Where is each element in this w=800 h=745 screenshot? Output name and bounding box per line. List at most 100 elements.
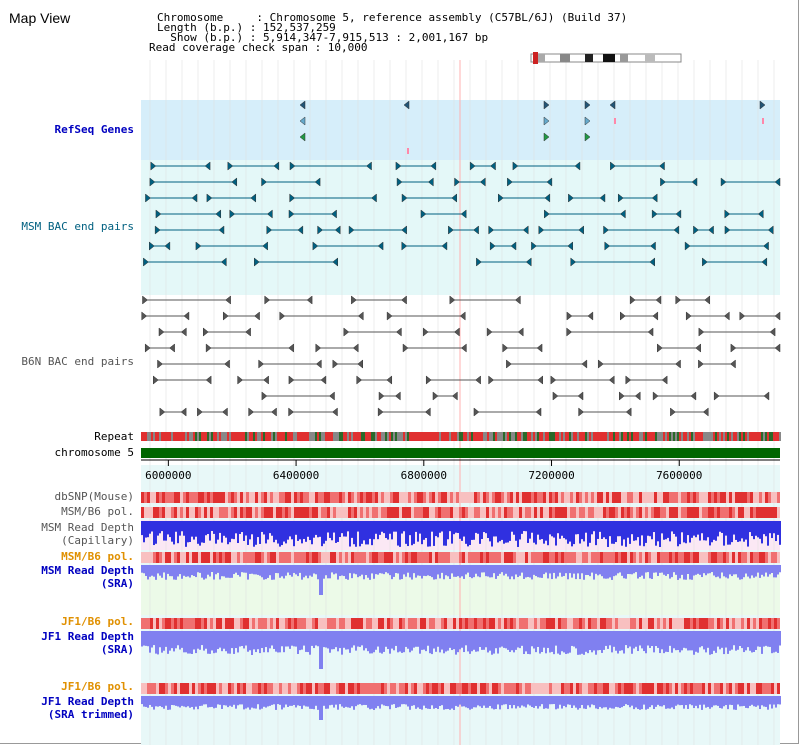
dbsnp-segment [153, 492, 156, 503]
msm-sra-depth-bar [657, 565, 659, 577]
jf1-sra-depth-bar [147, 631, 149, 647]
jf1-b6-pol-2-label[interactable]: JF1/B6 pol. [61, 680, 134, 693]
msm-read-depth-sra-label[interactable]: MSM Read Depth [41, 564, 134, 577]
msm-bac-pair [684, 241, 691, 251]
repeat-segment [195, 432, 197, 441]
repeat-segment [577, 432, 579, 441]
jf1-pol-2-segment [210, 683, 213, 694]
jf1-pol-2-segment [144, 683, 147, 694]
repeat-segment [605, 432, 607, 441]
msm-capillary-depth-bar [671, 521, 673, 532]
msm-capillary-depth-bar [493, 521, 495, 537]
jf1-pol-2-segment [420, 683, 423, 694]
repeat-segment [205, 432, 207, 441]
jf1-pol-segment [555, 618, 558, 629]
jf1-b6-pol-label[interactable]: JF1/B6 pol. [61, 615, 134, 628]
jf1-read-depth-trimmed-label[interactable]: JF1 Read Depth [41, 695, 134, 708]
jf1-pol-2-segment [411, 683, 414, 694]
msm-pol-2-segment [381, 552, 384, 563]
jf1-pol-2-segment [594, 683, 597, 694]
jf1-pol-2-segment [606, 683, 609, 694]
msm-pol-segment [399, 507, 402, 518]
jf1-sra-depth-bar [195, 631, 197, 654]
jf1-pol-2-segment [651, 683, 654, 694]
jf1-pol-2-segment [354, 683, 357, 694]
jf1-pol-segment [213, 618, 216, 629]
repeat-segment [339, 432, 341, 441]
msm-bac-pair [544, 209, 550, 219]
jf1-trimmed-depth-bar [579, 696, 581, 709]
jf1-sra-depth-bar [773, 631, 775, 653]
dbsnp-label[interactable]: dbSNP(Mouse) [54, 490, 134, 503]
jf1-trimmed-depth-bar [179, 696, 181, 708]
msm-pol-segment [513, 507, 516, 518]
jf1-pol-2-segment [723, 683, 726, 694]
refseq-gene-marker [299, 100, 306, 110]
msm-sra-depth-bar [495, 565, 497, 579]
dbsnp-segment [474, 492, 477, 503]
msm-sra-depth-bar [391, 565, 393, 580]
jf1-pol-segment [354, 618, 357, 629]
msm-pol-segment [249, 507, 252, 518]
jf1-pol-segment [447, 618, 450, 629]
dbsnp-segment [690, 492, 693, 503]
msm-sra-depth-bar [345, 565, 347, 579]
repeat-segment [597, 432, 599, 441]
msm-bac-pair [401, 193, 408, 203]
msm-sra-depth-bar [387, 565, 389, 574]
jf1-trimmed-depth-bar [443, 696, 445, 710]
jf1-pol-2-segment [183, 683, 186, 694]
msm-pol-segment [315, 507, 318, 518]
msm-read-depth-capillary-label[interactable]: MSM Read Depth [41, 521, 134, 534]
chromosome-label[interactable]: chromosome 5 [54, 446, 134, 459]
jf1-trimmed-depth-bar [195, 696, 197, 707]
msm-bac-pair [331, 209, 337, 219]
b6n-bac-end-pairs-label[interactable]: B6N BAC end pairs [21, 355, 134, 368]
msm-capillary-depth-bar [311, 521, 313, 545]
jf1-sra-depth-bar [651, 631, 653, 647]
msm-sra-depth-bar [291, 565, 293, 577]
refseq-genes-label[interactable]: RefSeq Genes [54, 123, 134, 136]
jf1-sra-depth-bar [529, 631, 531, 655]
jf1-read-depth-sra-label[interactable]: JF1 Read Depth [41, 630, 134, 643]
repeat-segment [209, 432, 211, 441]
jf1-trimmed-depth-bar [693, 696, 695, 709]
msm-b6-pol-2-label[interactable]: MSM/B6 pol. [61, 550, 134, 563]
jf1-sra-depth-bar [531, 631, 533, 647]
msm-bac-end-pairs-label[interactable]: MSM BAC end pairs [21, 220, 134, 233]
refseq-gene-marker [584, 116, 591, 126]
msm-sra-depth-bar [243, 565, 245, 573]
msm-sra-depth-bar [165, 565, 167, 580]
jf1-sra-depth-bar [599, 631, 601, 651]
jf1-trimmed-depth-bar [381, 696, 383, 705]
msm-pol-segment [438, 507, 441, 518]
repeat-segment [413, 432, 415, 441]
jf1-pol-segment [489, 618, 492, 629]
repeat-segment [673, 432, 675, 441]
repeat-segment [449, 432, 451, 441]
jf1-pol-segment [591, 618, 594, 629]
msm-capillary-depth-bar [417, 521, 419, 542]
b6n-bac-pair [378, 391, 385, 401]
jf1-sra-depth-bar [679, 631, 681, 653]
msm-sra-depth-bar [579, 565, 581, 580]
jf1-trimmed-depth-bar [435, 696, 437, 709]
repeat-segment [659, 432, 661, 441]
dbsnp-segment [660, 492, 663, 503]
msm-sra-depth-bar [475, 565, 477, 574]
jf1-sra-depth-bar [459, 631, 461, 650]
jf1-sra-depth-bar [449, 631, 451, 648]
repeat-segment [641, 432, 643, 441]
jf1-sra-depth-bar [623, 631, 625, 654]
msm-pol-2-segment [519, 552, 522, 563]
repeat-label[interactable]: Repeat [94, 430, 134, 443]
msm-b6-pol-label[interactable]: MSM/B6 pol. [61, 505, 134, 518]
jf1-sra-depth-bar [567, 631, 569, 654]
msm-capillary-depth-bar [483, 521, 485, 533]
jf1-pol-2-segment [681, 683, 684, 694]
b6n-bac-pair [320, 375, 327, 385]
msm-pol-2-segment [483, 552, 486, 563]
jf1-trimmed-depth-bar [577, 696, 579, 710]
dbsnp-segment [450, 492, 453, 503]
